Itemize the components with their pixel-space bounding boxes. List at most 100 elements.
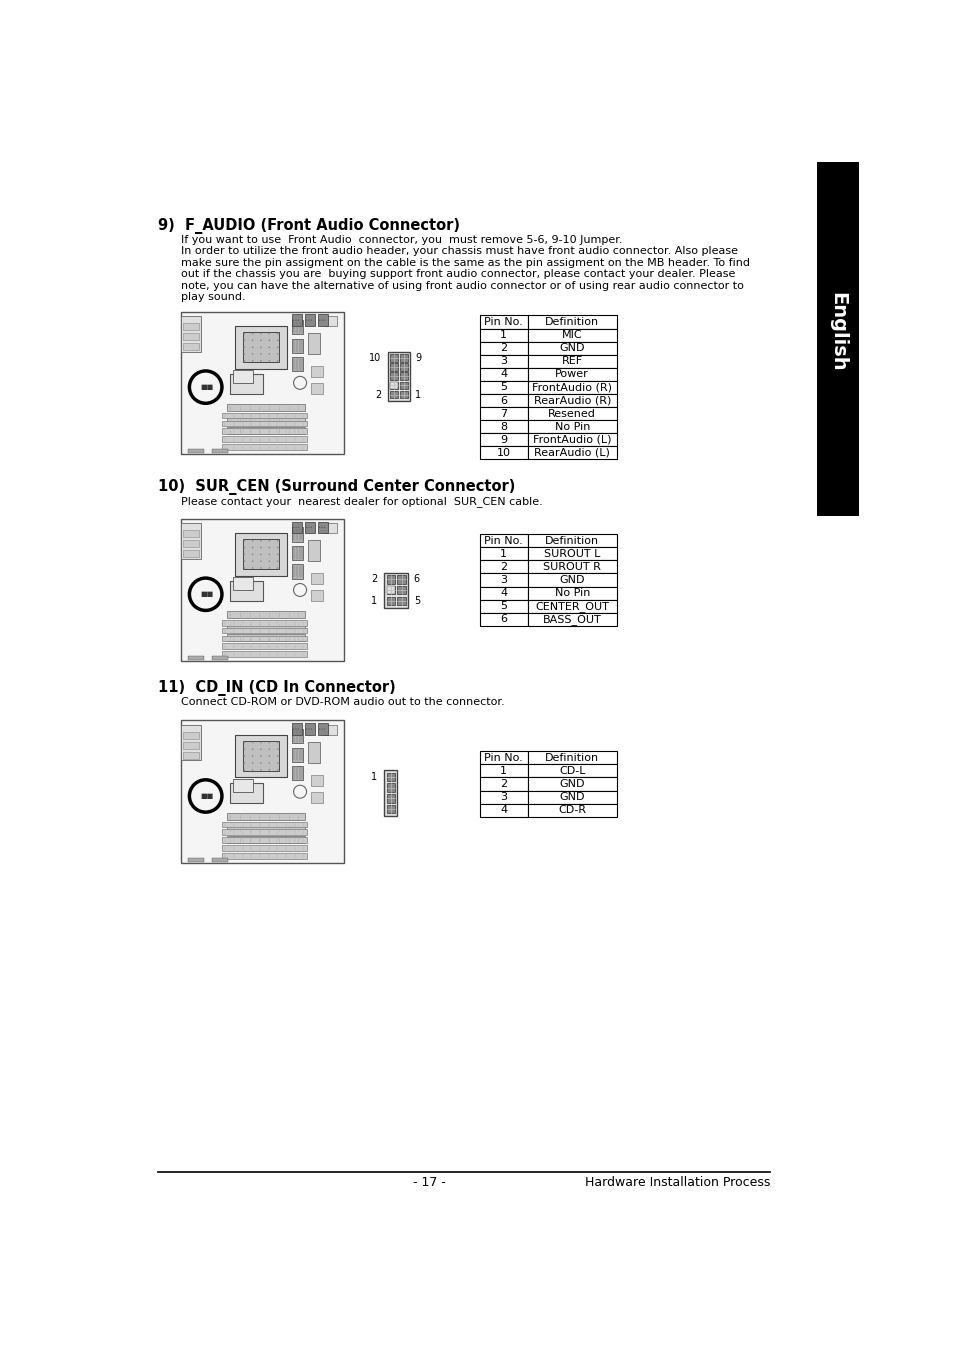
Text: 3: 3	[499, 792, 507, 802]
Bar	[183, 343, 199, 350]
Bar	[397, 575, 406, 584]
Text: note, you can have the alternative of using front audio connector or of using re: note, you can have the alternative of us…	[181, 281, 743, 291]
Circle shape	[243, 756, 245, 757]
Bar	[212, 449, 228, 453]
Bar	[479, 752, 527, 764]
Bar	[384, 771, 397, 815]
Circle shape	[260, 360, 261, 362]
Bar	[222, 420, 306, 426]
Bar	[181, 311, 344, 454]
Circle shape	[260, 353, 261, 354]
Circle shape	[260, 568, 261, 569]
Text: 1: 1	[499, 767, 507, 776]
Circle shape	[276, 749, 278, 750]
Bar	[183, 323, 199, 330]
Bar	[234, 533, 287, 576]
Bar	[527, 315, 617, 329]
Circle shape	[276, 539, 278, 542]
Circle shape	[243, 560, 245, 562]
Circle shape	[276, 756, 278, 757]
Bar	[233, 577, 253, 589]
Text: RearAudio (L): RearAudio (L)	[534, 448, 610, 458]
Circle shape	[260, 339, 261, 341]
Bar	[227, 611, 305, 618]
Circle shape	[276, 568, 278, 569]
Text: GND: GND	[558, 575, 584, 585]
Bar	[384, 573, 408, 607]
Bar	[183, 530, 199, 537]
Bar	[311, 589, 322, 602]
Bar	[527, 342, 617, 354]
Bar	[222, 853, 306, 859]
Text: 2: 2	[499, 562, 507, 572]
Bar	[181, 519, 344, 661]
Bar	[399, 354, 407, 361]
Text: 3: 3	[499, 357, 507, 366]
Bar	[527, 433, 617, 446]
Bar	[183, 539, 199, 548]
Text: 6: 6	[499, 614, 507, 625]
Bar	[324, 725, 337, 734]
Circle shape	[268, 756, 270, 757]
Bar	[222, 437, 306, 442]
Circle shape	[276, 742, 278, 744]
Bar	[181, 523, 200, 558]
Bar	[227, 836, 305, 844]
Bar	[305, 315, 314, 326]
Circle shape	[276, 553, 278, 556]
Text: 2: 2	[375, 389, 381, 400]
Circle shape	[268, 333, 270, 334]
Bar	[292, 546, 303, 560]
Bar	[390, 391, 397, 399]
Text: FrontAudio (L): FrontAudio (L)	[533, 435, 611, 445]
Bar	[183, 731, 199, 740]
Bar	[234, 734, 287, 777]
Bar	[311, 383, 322, 395]
Text: Pin No.: Pin No.	[484, 753, 522, 763]
Bar	[479, 803, 527, 817]
Text: 6: 6	[414, 575, 419, 584]
Text: Hardware Installation Process: Hardware Installation Process	[584, 1176, 769, 1190]
Circle shape	[268, 749, 270, 750]
Circle shape	[276, 546, 278, 549]
Text: Definition: Definition	[544, 316, 598, 327]
Bar	[479, 368, 527, 381]
Bar	[311, 573, 322, 584]
Circle shape	[243, 333, 245, 334]
Bar	[292, 320, 303, 334]
Text: SUROUT L: SUROUT L	[543, 549, 599, 558]
Circle shape	[252, 346, 253, 347]
Circle shape	[276, 560, 278, 562]
Bar	[390, 354, 397, 361]
Bar	[527, 612, 617, 626]
Text: In order to utilize the front audio header, your chassis must have front audio c: In order to utilize the front audio head…	[181, 246, 738, 256]
Circle shape	[276, 346, 278, 347]
Text: 1: 1	[371, 772, 377, 781]
Bar	[527, 420, 617, 433]
Circle shape	[268, 360, 270, 362]
Text: 9: 9	[415, 353, 421, 362]
Circle shape	[252, 769, 253, 771]
Bar	[311, 366, 322, 377]
Bar	[242, 333, 279, 362]
Bar	[527, 764, 617, 777]
Circle shape	[243, 742, 245, 744]
Bar	[399, 391, 407, 399]
Bar	[527, 803, 617, 817]
Bar	[386, 783, 395, 792]
Bar	[292, 522, 301, 533]
Bar	[479, 599, 527, 612]
Bar	[183, 550, 199, 557]
Text: 4: 4	[499, 806, 507, 815]
Bar	[527, 354, 617, 368]
Bar	[242, 539, 279, 569]
Bar	[242, 741, 279, 771]
Bar	[222, 822, 306, 827]
Circle shape	[260, 553, 261, 556]
Bar	[527, 599, 617, 612]
Bar	[479, 329, 527, 342]
Bar	[388, 352, 410, 400]
Bar	[527, 752, 617, 764]
Text: 2: 2	[371, 575, 377, 584]
Text: CD-L: CD-L	[558, 767, 585, 776]
